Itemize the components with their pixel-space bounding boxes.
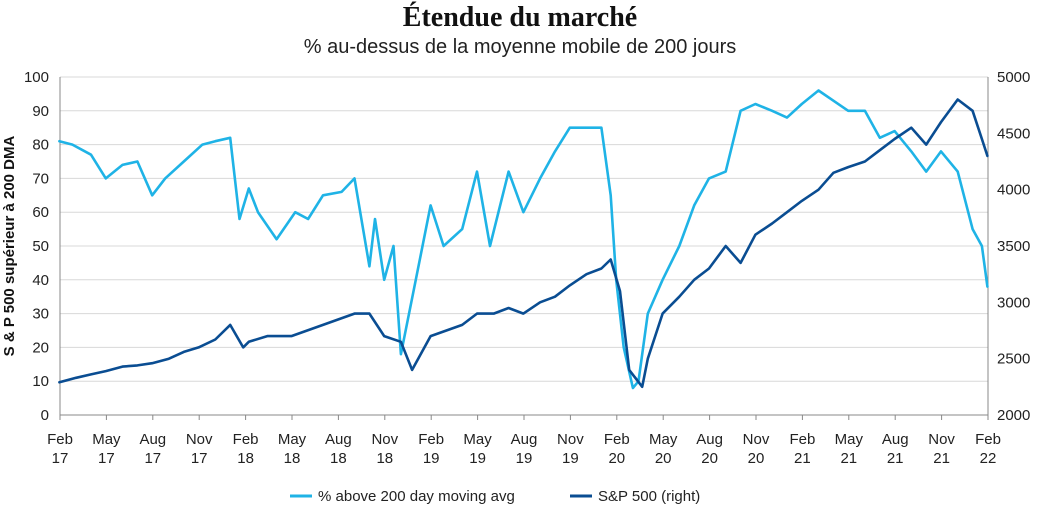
y-axis-label-left: S & P 500 supérieur à 200 DMA [1,136,18,357]
x-tick-label: Nov 21 [928,431,955,467]
legend-label-pct-above-200dma: % above 200 day moving avg [318,488,515,505]
left-y-tick-label: 0 [41,407,49,424]
x-tick-label: May 21 [835,431,864,467]
series-line-pct-above-200dma [58,89,989,390]
left-y-tick-label: 40 [32,272,49,289]
x-tick-label: Feb 20 [604,431,630,467]
x-tick-label: Feb 21 [789,431,815,467]
right-y-tick-label: 3000 [997,294,1030,311]
x-tick-label: Feb 19 [418,431,444,467]
right-y-tick-label: 2000 [997,407,1030,424]
x-tick-label: May 19 [463,431,492,467]
x-tick-label: Aug 19 [511,431,538,467]
x-tick-label: May 20 [649,431,678,467]
x-tick-label: Feb 18 [233,431,259,467]
x-tick-label: Aug 18 [325,431,352,467]
x-tick-label: Aug 17 [139,431,166,467]
left-y-tick-labels: 0 10 20 30 40 50 60 70 80 90 100 [24,69,49,424]
x-tick-label: Feb 22 [975,431,1001,467]
left-y-tick-label: 70 [32,170,49,187]
left-y-tick-label: 20 [32,339,49,356]
chart-subtitle: % au-dessus de la moyenne mobile de 200 … [303,36,737,58]
grid-lines [60,76,988,416]
left-y-tick-label: 50 [32,238,49,255]
x-tick-label: Nov 17 [186,431,213,467]
x-tick-labels: Feb 17 May 17 Aug 17 Nov 17 Feb 18 May 18 Aug 18 Nov 18… [47,431,1001,467]
x-tick-label: Aug 20 [696,431,723,467]
right-y-tick-label: 5000 [997,69,1030,86]
left-y-tick-label: 30 [32,306,49,323]
left-y-tick-label: 60 [32,204,49,221]
left-y-tick-label: 10 [32,373,49,390]
legend: % above 200 day moving avg S&P 500 (righ… [290,488,700,505]
x-tick-label: Nov 18 [371,431,398,467]
right-y-tick-label: 3500 [997,238,1030,255]
left-y-tick-label: 80 [32,137,49,154]
left-y-tick-label: 90 [32,103,49,120]
series-lines [58,89,989,390]
x-tick-label: May 18 [278,431,307,467]
right-y-tick-label: 4500 [997,125,1030,142]
left-y-tick-label: 100 [24,69,49,86]
x-tick-label: Nov 20 [743,431,770,467]
chart-title: Étendue du marché [402,2,638,33]
x-tick-label: Nov 19 [557,431,584,467]
right-y-tick-label: 4000 [997,182,1030,199]
right-y-tick-label: 2500 [997,351,1030,368]
x-tick-label: Aug 21 [882,431,909,467]
x-tick-label: Feb 17 [47,431,73,467]
series-line-sp500 [58,98,989,389]
right-y-tick-labels: 2000 2500 3000 3500 4000 4500 5000 [997,69,1030,424]
axes [59,77,989,420]
legend-label-sp500: S&P 500 (right) [598,488,700,505]
x-tick-label: May 17 [92,431,121,467]
